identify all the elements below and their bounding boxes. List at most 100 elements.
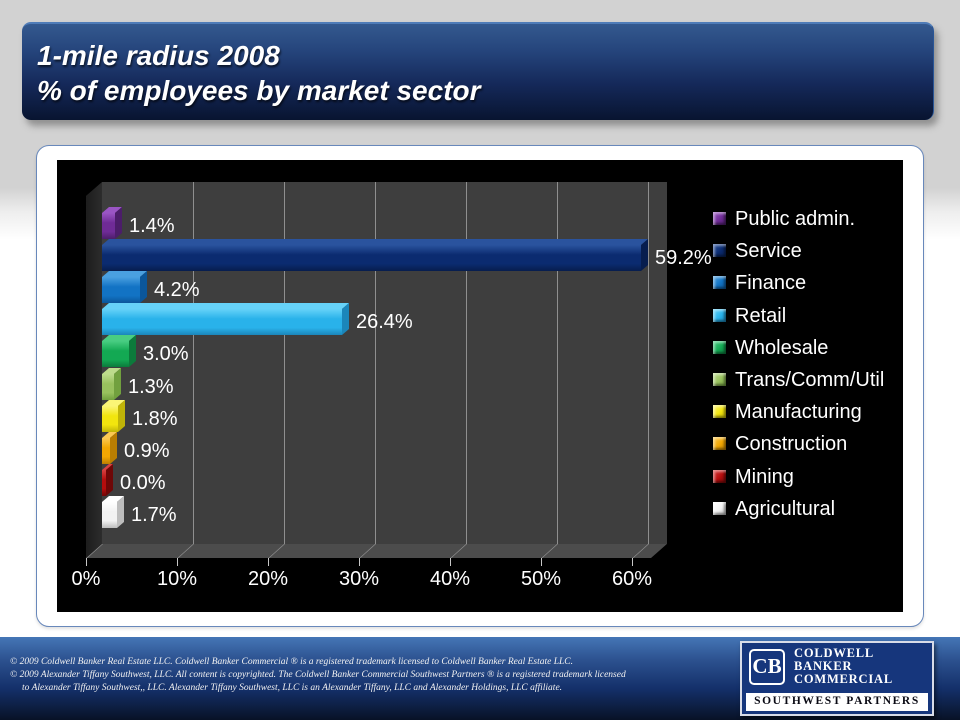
- legend-label-public-admin-: Public admin.: [735, 208, 856, 230]
- copyright-line-1: © 2009 Coldwell Banker Real Estate LLC. …: [10, 657, 574, 667]
- bar-top-face: [102, 464, 113, 470]
- gridline-10pct: [193, 182, 194, 544]
- floor-gridline: [177, 544, 194, 558]
- bar-front-face: [102, 309, 342, 335]
- floor-gridline: [450, 544, 467, 558]
- bar-wholesale: [102, 335, 136, 367]
- bar-front-face: [102, 406, 118, 432]
- legend-label-wholesale: Wholesale: [735, 337, 829, 359]
- bar-end-face: [140, 271, 147, 303]
- logo-top-section: CB COLDWELL BANKER COMMERCIAL: [742, 643, 932, 690]
- copyright-line-2: © 2009 Alexander Tiffany Southwest, LLC.…: [10, 670, 626, 680]
- logo-brand-line1: COLDWELL: [794, 646, 875, 660]
- footer-band: © 2009 Coldwell Banker Real Estate LLC. …: [0, 637, 960, 720]
- bar-construction: [102, 432, 117, 464]
- x-tick-50pct: [541, 558, 542, 566]
- title-banner: 1-mile radius 2008 % of employees by mar…: [22, 22, 934, 120]
- bar-end-face: [106, 464, 113, 496]
- x-tick-label-50pct: 50%: [520, 568, 562, 590]
- legend-marker-finance: [713, 276, 726, 289]
- bar-front-face: [102, 277, 140, 303]
- bar-top-face: [102, 335, 136, 341]
- legend-label-mining: Mining: [735, 466, 794, 488]
- bar-end-face: [641, 239, 648, 271]
- x-tick-label-40pct: 40%: [429, 568, 471, 590]
- floor-gridline: [268, 544, 285, 558]
- logo-brand-line3: COMMERCIAL: [794, 672, 893, 686]
- data-label-trans-comm-util: 1.3%: [128, 376, 174, 398]
- legend-marker-agricultural: [713, 502, 726, 515]
- bar-mining: [102, 464, 113, 496]
- legend-marker-mining: [713, 470, 726, 483]
- x-tick-0pct: [86, 558, 87, 566]
- gridline-20pct: [284, 182, 285, 544]
- legend-marker-manufacturing: [713, 405, 726, 418]
- bar-manufacturing: [102, 400, 125, 432]
- gridline-40pct: [466, 182, 467, 544]
- data-label-service: 59.2%: [655, 247, 712, 269]
- bar-end-face: [342, 303, 349, 335]
- x-tick-label-60pct: 60%: [611, 568, 653, 590]
- bar-front-face: [102, 245, 641, 271]
- legend-marker-public-admin-: [713, 212, 726, 225]
- floor-gridline: [359, 544, 376, 558]
- data-label-public-admin-: 1.4%: [129, 215, 175, 237]
- bar-agricultural: [102, 496, 124, 528]
- bar-top-face: [102, 239, 648, 245]
- legend-label-manufacturing: Manufacturing: [735, 401, 862, 423]
- gridline-30pct: [375, 182, 376, 544]
- logo-subbrand: SOUTHWEST PARTNERS: [745, 692, 929, 712]
- bar-service: [102, 239, 648, 271]
- legend-label-service: Service: [735, 240, 802, 262]
- bar-top-face: [102, 207, 122, 213]
- copyright-text: © 2009 Coldwell Banker Real Estate LLC. …: [0, 656, 730, 695]
- data-label-wholesale: 3.0%: [143, 343, 189, 365]
- data-label-construction: 0.9%: [124, 440, 170, 462]
- bar-top-face: [102, 400, 125, 406]
- data-label-mining: 0.0%: [120, 472, 166, 494]
- data-label-manufacturing: 1.8%: [132, 408, 178, 430]
- gridline-60pct: [648, 182, 649, 544]
- bar-top-face: [102, 271, 147, 277]
- x-tick-30pct: [359, 558, 360, 566]
- bar-end-face: [129, 335, 136, 367]
- floor-gridline: [541, 544, 558, 558]
- legend-marker-service: [713, 244, 726, 257]
- x-tick-20pct: [268, 558, 269, 566]
- chart-floor: [86, 544, 667, 558]
- coldwell-banker-logo: CB COLDWELL BANKER COMMERCIAL SOUTHWEST …: [740, 641, 934, 716]
- bar-top-face: [102, 432, 117, 438]
- legend-label-finance: Finance: [735, 272, 807, 294]
- data-label-finance: 4.2%: [154, 279, 200, 301]
- legend-marker-trans-comm-util: [713, 373, 726, 386]
- bar-top-face: [102, 368, 121, 374]
- chart-side-wall: [86, 182, 102, 558]
- x-tick-60pct: [632, 558, 633, 566]
- bar-top-face: [102, 303, 349, 309]
- cb-monogram-icon: CB: [749, 648, 785, 685]
- legend-marker-construction: [713, 437, 726, 450]
- legend-label-construction: Construction: [735, 433, 848, 455]
- slide-title-line2: % of employees by market sector: [37, 75, 481, 106]
- logo-brand-line2: BANKER: [794, 659, 853, 673]
- data-label-retail: 26.4%: [356, 311, 413, 333]
- legend-marker-retail: [713, 309, 726, 322]
- bar-public-admin-: [102, 207, 122, 239]
- bar-front-face: [102, 374, 114, 400]
- plot-area: 1.4% 59.2% 4.2% 26.4% 3.0% 1.3% 1.8% 0.9% 0.0% 1.…: [57, 160, 903, 612]
- bar-trans-comm-util: [102, 368, 121, 400]
- bar-end-face: [115, 207, 122, 239]
- bar-end-face: [114, 368, 121, 400]
- copyright-line-3: to Alexander Tiffany Southwest,, LLC. Al…: [22, 683, 563, 693]
- legend-label-trans-comm-util: Trans/Comm/Util: [735, 369, 885, 391]
- bar-end-face: [110, 432, 117, 464]
- bar-finance: [102, 271, 147, 303]
- chart-floor-surface: [86, 544, 667, 558]
- bar-front-face: [102, 438, 110, 464]
- x-tick-40pct: [450, 558, 451, 566]
- bar-front-face: [102, 341, 129, 367]
- floor-gridline: [632, 544, 649, 558]
- bar-end-face: [118, 400, 125, 432]
- bar-retail: [102, 303, 349, 335]
